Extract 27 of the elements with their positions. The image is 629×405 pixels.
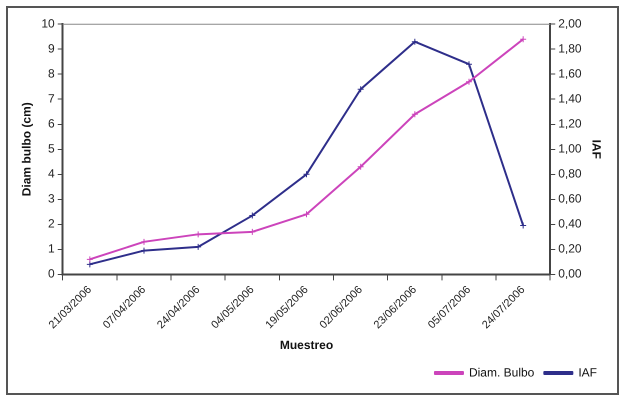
y-tick-label: 3	[48, 192, 56, 206]
y-tick-label: 10	[41, 16, 56, 31]
y2-tick-label: 0,60	[558, 192, 582, 206]
y2-tick-label: 1,40	[558, 92, 582, 106]
y-tick-label: 6	[48, 116, 56, 131]
legend-label: IAF	[578, 365, 598, 380]
y2-tick-label: 0,40	[558, 216, 582, 231]
legend-label: Diam. Bulbo	[468, 365, 535, 380]
y-tick-label: 0	[48, 266, 56, 281]
x-axis-title: Muestreo	[280, 338, 334, 352]
y-tick-label: 7	[48, 92, 56, 106]
y2-tick-label: 1,80	[558, 42, 582, 56]
y-tick-label: 9	[48, 42, 56, 56]
y-axis-title: Diam bulbo (cm)	[20, 102, 34, 196]
y2-tick-label: 0,00	[558, 266, 582, 281]
y2-tick-label: 1,00	[558, 142, 582, 156]
y-tick-label: 2	[48, 216, 56, 231]
y-tick-label: 5	[48, 142, 56, 156]
y2-tick-label: 2,00	[558, 16, 582, 31]
y2-tick-label: 1,20	[558, 116, 582, 131]
y2-axis-title: IAF	[589, 140, 604, 159]
y-tick-label: 4	[48, 166, 56, 181]
y2-tick-label: 0,20	[558, 242, 582, 256]
y2-tick-label: 1,60	[558, 66, 582, 81]
y2-tick-label: 0,80	[558, 166, 582, 181]
y-tick-label: 8	[48, 66, 56, 81]
y-tick-label: 1	[48, 242, 56, 256]
